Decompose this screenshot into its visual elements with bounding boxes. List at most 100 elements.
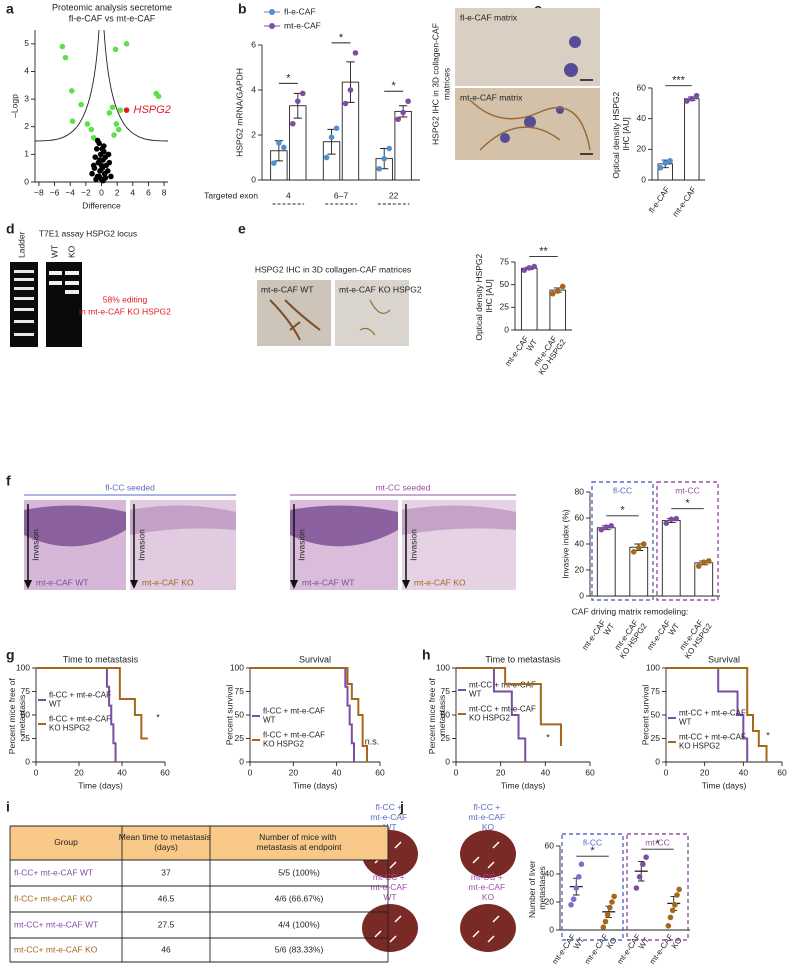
liver <box>460 904 516 952</box>
image-caption: mt-e-CAF KO <box>414 577 466 587</box>
chart-title: Proteomic analysis secretome <box>52 2 172 12</box>
x-tick-label: 0 <box>664 767 669 777</box>
point <box>342 100 349 107</box>
point <box>113 121 120 127</box>
arrow-head <box>402 580 410 589</box>
y-tick-label: 100 <box>230 662 244 672</box>
x-tick-label: 6–7 <box>334 190 348 200</box>
y-tick-label: 25 <box>235 733 245 743</box>
y-tick-label: 100 <box>436 662 450 672</box>
y-tick-label: 4 <box>251 84 256 94</box>
table-cell: 46 <box>161 944 171 954</box>
point <box>108 173 114 180</box>
point <box>276 140 282 146</box>
panel-label: g <box>6 647 15 663</box>
metastasis-arrows <box>374 915 402 943</box>
point <box>112 46 119 53</box>
significance-label: * <box>655 838 660 850</box>
point <box>554 288 561 294</box>
significance-label: *** <box>672 75 686 87</box>
significance-label: * <box>590 845 595 857</box>
point <box>667 914 674 921</box>
point <box>705 558 712 564</box>
group-header: mt-CC seeded <box>376 482 431 492</box>
panel-label: d <box>6 221 15 237</box>
arrow-head <box>290 580 298 589</box>
image-label: mt-e-CAF matrix <box>460 92 523 102</box>
point <box>669 907 676 914</box>
table-cell: mt-CC+ mt-e-CAF WT <box>14 919 98 929</box>
point <box>405 98 411 105</box>
y-axis-label: –Logp <box>9 94 19 118</box>
liver <box>460 830 516 878</box>
y-tick-label: 0 <box>445 756 450 766</box>
editing-note: 58% editing <box>103 294 148 304</box>
gel-band <box>65 271 79 275</box>
gel-band <box>49 271 62 275</box>
point <box>673 515 680 522</box>
nucleus <box>500 133 510 143</box>
threshold-curve <box>34 29 100 142</box>
y-axis-label: Optical density HSPG2 IHC [AU] <box>474 251 494 340</box>
point <box>68 88 75 94</box>
gel-band <box>14 278 34 281</box>
y-axis-label: Percent survival <box>224 685 234 746</box>
y-tick-label: 1 <box>24 149 29 159</box>
point <box>105 151 112 158</box>
axis-note: Invasion <box>30 529 40 561</box>
table-cell: 5/5 (100%) <box>278 867 320 877</box>
group-label: fl-CC <box>583 837 602 847</box>
image-caption: mt-e-CAF WT <box>36 577 88 587</box>
x-tick-label: 40 <box>117 767 127 777</box>
group-box <box>561 833 624 941</box>
table-cell: 4/4 (100%) <box>278 919 320 929</box>
image-label: fl-e-CAF matrix <box>460 12 518 22</box>
y-tick-label: 20 <box>545 896 555 906</box>
group-box <box>656 481 719 601</box>
y-tick-label: 2 <box>24 121 29 131</box>
gel-band <box>14 287 34 290</box>
y-tick-label: 2 <box>251 129 256 139</box>
significance-label: * <box>766 730 770 740</box>
gel-band <box>14 333 34 336</box>
y-tick-label: 6 <box>251 39 256 49</box>
point <box>89 170 95 177</box>
gel <box>46 262 82 347</box>
y-axis-label: Percent survival <box>640 685 650 746</box>
tissue <box>402 505 516 535</box>
y-tick-label: 60 <box>637 82 647 92</box>
group-label: fl-CC <box>613 485 632 495</box>
legend-label: mt-CC + mt-e-CAF KO HSPG2 <box>469 705 538 723</box>
point <box>602 918 609 925</box>
image-title: T7E1 assay HSPG2 locus <box>39 228 137 238</box>
x-tick-label: 6 <box>146 187 151 197</box>
x-tick-label: 0 <box>454 767 459 777</box>
matrix-fibers <box>269 299 321 341</box>
bar <box>596 527 616 597</box>
y-axis-label: HSPG2 mRNA/GAPDH <box>234 68 244 157</box>
point <box>663 520 670 526</box>
significance-label: * <box>392 80 397 92</box>
x-tick-label: 4 <box>130 187 135 197</box>
point <box>94 137 101 144</box>
point <box>333 125 340 132</box>
point <box>78 101 84 108</box>
tissue <box>24 505 126 547</box>
point <box>549 290 556 297</box>
x-axis-label: CAF driving matrix remodeling: <box>572 606 689 616</box>
image-title: HSPG2 IHC in 3D collagen-CAF matrices <box>255 264 411 274</box>
panel-label: h <box>422 647 431 663</box>
point <box>395 116 401 123</box>
table-cell: 37 <box>161 867 171 877</box>
image-label: mt-e-CAF KO HSPG2 <box>339 284 422 294</box>
point <box>299 90 306 97</box>
point <box>289 120 296 127</box>
y-tick-label: 100 <box>16 662 30 672</box>
y-tick-label: 50 <box>500 279 510 289</box>
legend-label: mt-CC + mt-e-CAF WT <box>469 681 538 699</box>
group-header: fl-CC seeded <box>105 482 155 492</box>
point <box>662 160 669 166</box>
y-tick-label: 40 <box>637 113 647 123</box>
y-tick-label: 75 <box>21 686 31 696</box>
point <box>323 154 330 161</box>
